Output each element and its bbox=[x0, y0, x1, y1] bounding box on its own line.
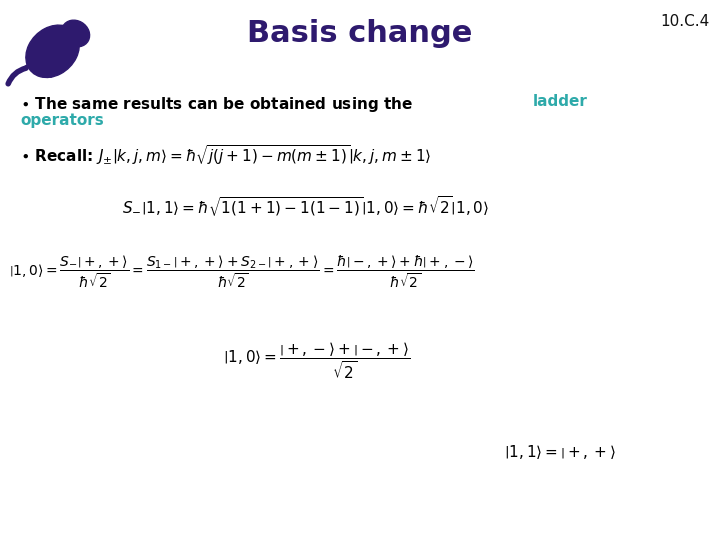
Text: 10.C.4: 10.C.4 bbox=[660, 14, 709, 29]
Ellipse shape bbox=[62, 20, 89, 47]
Text: ladder: ladder bbox=[533, 94, 588, 110]
FancyArrowPatch shape bbox=[8, 68, 26, 84]
FancyArrowPatch shape bbox=[24, 58, 37, 69]
Text: $S_{-}\left|1,1\right\rangle = \hbar\sqrt{1(1+1)-1(1-1)}\left|1,0\right\rangle =: $S_{-}\left|1,1\right\rangle = \hbar\sqr… bbox=[122, 194, 490, 219]
FancyArrowPatch shape bbox=[44, 34, 55, 42]
Text: $\left|1,0\right\rangle = \dfrac{S_{-}\left|+,+\right\rangle}{\hbar\sqrt{2}} = \: $\left|1,0\right\rangle = \dfrac{S_{-}\l… bbox=[9, 254, 474, 291]
Text: Basis change: Basis change bbox=[247, 19, 473, 48]
Text: $\left|1,1\right\rangle = \left|+,+\right\rangle$: $\left|1,1\right\rangle = \left|+,+\righ… bbox=[504, 443, 616, 461]
FancyArrowPatch shape bbox=[66, 32, 71, 43]
FancyArrowPatch shape bbox=[51, 67, 59, 76]
Text: $\bullet$ The same results can be obtained using the: $\bullet$ The same results can be obtain… bbox=[20, 94, 414, 113]
Text: $\left|1,0\right\rangle = \dfrac{\left|+,-\right\rangle+\left|-,+\right\rangle}{: $\left|1,0\right\rangle = \dfrac{\left|+… bbox=[223, 340, 410, 381]
Text: $\bullet$ Recall: $J_{\pm}\left|k,j,m\right\rangle = \hbar\sqrt{j(j+1)-m(m\pm1)}: $\bullet$ Recall: $J_{\pm}\left|k,j,m\ri… bbox=[20, 143, 431, 167]
Text: operators: operators bbox=[20, 113, 104, 129]
Ellipse shape bbox=[26, 25, 79, 77]
